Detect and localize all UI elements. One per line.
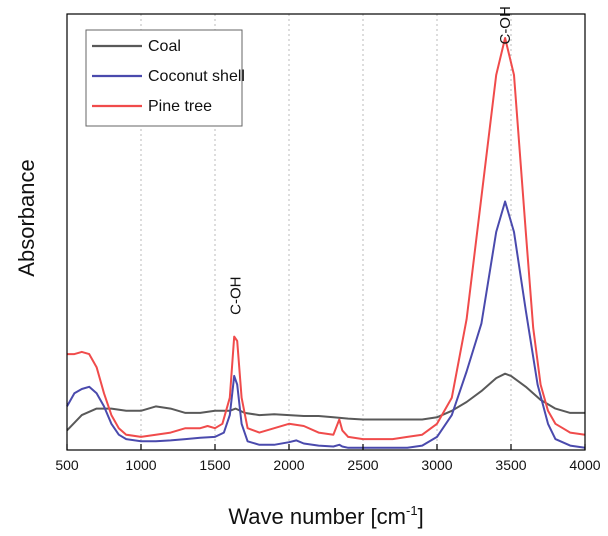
legend-label-coconut-shell: Coconut shell	[148, 68, 245, 85]
x-axis: 500 1000 1500 2000 2500 3000 3500 4000	[55, 444, 601, 473]
plot-frame	[66, 13, 586, 451]
legend-label-pine-tree: Pine tree	[148, 98, 212, 115]
peak-annotation: C-OH	[228, 277, 245, 315]
x-tick-label: 2000	[273, 457, 304, 473]
x-tick-label: 3500	[495, 457, 526, 473]
y-axis-title: Absorbance	[14, 159, 39, 276]
x-tick-label: 1500	[199, 457, 230, 473]
x-tick-label: 1000	[125, 457, 156, 473]
legend-label-coal: Coal	[148, 38, 181, 55]
series-line-coconut-shell	[66, 200, 586, 449]
x-tick-label: 500	[55, 457, 79, 473]
peak-annotation: C-OH	[497, 6, 514, 44]
annotations: C-OH C-OH	[228, 6, 514, 315]
series-line-coal	[66, 372, 585, 432]
x-tick-label: 3000	[421, 457, 452, 473]
series-line-pine-tree	[67, 37, 586, 441]
legend: Coal Coconut shell Pine tree	[85, 29, 245, 127]
x-axis-title-main: Wave number [cm	[228, 504, 406, 529]
x-axis-title: Wave number [cm-1]	[228, 503, 423, 529]
x-axis-title-sup: -1	[406, 503, 418, 518]
series-lines	[66, 37, 586, 449]
x-axis-title-tail: ]	[418, 504, 424, 529]
x-tick-label: 2500	[347, 457, 378, 473]
x-tick-label: 4000	[569, 457, 600, 473]
